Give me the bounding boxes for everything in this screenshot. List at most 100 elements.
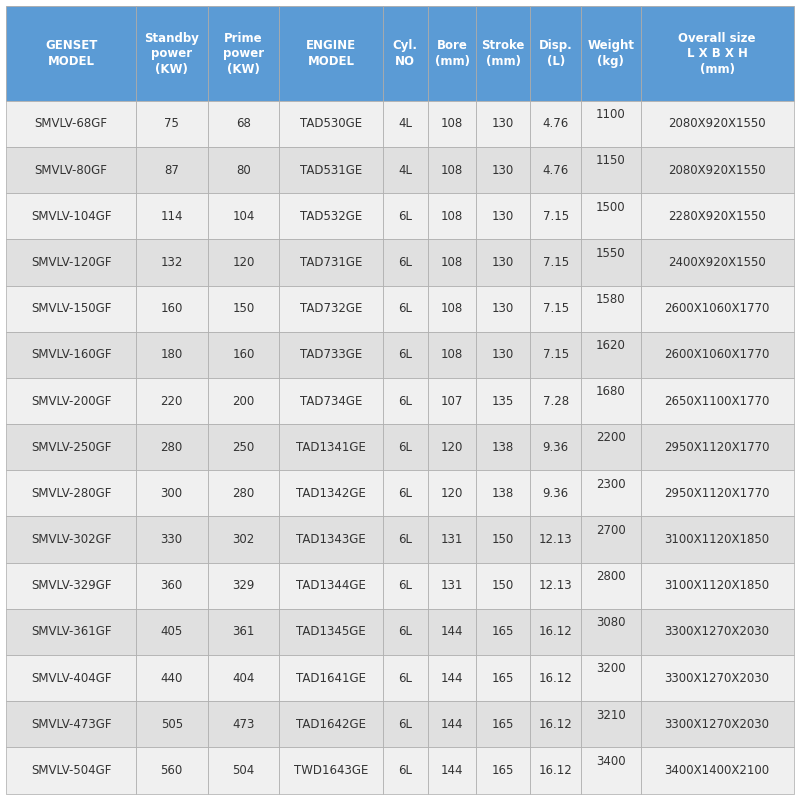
- Bar: [382, 239, 428, 286]
- Text: 2280X920X1550: 2280X920X1550: [668, 210, 766, 222]
- Bar: [279, 193, 382, 239]
- Bar: [641, 424, 794, 470]
- Text: 16.12: 16.12: [539, 718, 573, 731]
- Bar: [641, 332, 794, 378]
- Text: 4.76: 4.76: [542, 118, 569, 130]
- Text: 144: 144: [441, 718, 463, 731]
- Bar: [641, 517, 794, 562]
- Bar: [641, 470, 794, 517]
- Bar: [530, 702, 581, 747]
- Bar: [382, 424, 428, 470]
- Bar: [207, 286, 279, 332]
- Text: 132: 132: [161, 256, 183, 269]
- Bar: [476, 101, 530, 147]
- Text: 120: 120: [232, 256, 254, 269]
- Bar: [476, 747, 530, 794]
- Bar: [207, 702, 279, 747]
- Text: 6L: 6L: [398, 626, 412, 638]
- Bar: [207, 609, 279, 655]
- Bar: [382, 655, 428, 702]
- Bar: [279, 6, 382, 101]
- Bar: [382, 470, 428, 517]
- Bar: [6, 747, 136, 794]
- Bar: [476, 655, 530, 702]
- Bar: [428, 655, 476, 702]
- Bar: [6, 655, 136, 702]
- Text: 3080: 3080: [596, 616, 626, 630]
- Bar: [6, 239, 136, 286]
- Text: 473: 473: [232, 718, 254, 731]
- Bar: [207, 193, 279, 239]
- Bar: [136, 147, 207, 193]
- Text: 300: 300: [161, 487, 182, 500]
- Bar: [581, 609, 641, 655]
- Bar: [207, 424, 279, 470]
- Text: 2700: 2700: [596, 524, 626, 537]
- Text: TAD1642GE: TAD1642GE: [296, 718, 366, 731]
- Text: GENSET
MODEL: GENSET MODEL: [45, 39, 98, 68]
- Text: SMVLV-120GF: SMVLV-120GF: [31, 256, 111, 269]
- Text: 80: 80: [236, 163, 251, 177]
- Text: TAD734GE: TAD734GE: [300, 394, 362, 407]
- Bar: [279, 470, 382, 517]
- Text: TAD531GE: TAD531GE: [300, 163, 362, 177]
- Bar: [530, 101, 581, 147]
- Text: 16.12: 16.12: [539, 626, 573, 638]
- Text: 302: 302: [232, 533, 254, 546]
- Bar: [207, 655, 279, 702]
- Bar: [6, 609, 136, 655]
- Bar: [6, 193, 136, 239]
- Text: 2400X920X1550: 2400X920X1550: [668, 256, 766, 269]
- Bar: [279, 655, 382, 702]
- Bar: [428, 470, 476, 517]
- Text: 3300X1270X2030: 3300X1270X2030: [665, 626, 770, 638]
- Bar: [581, 147, 641, 193]
- Bar: [530, 378, 581, 424]
- Bar: [476, 286, 530, 332]
- Bar: [581, 517, 641, 562]
- Bar: [476, 470, 530, 517]
- Bar: [382, 101, 428, 147]
- Bar: [382, 6, 428, 101]
- Text: 1620: 1620: [596, 339, 626, 352]
- Text: 144: 144: [441, 672, 463, 685]
- Text: 505: 505: [161, 718, 182, 731]
- Text: 130: 130: [492, 118, 514, 130]
- Text: 200: 200: [232, 394, 254, 407]
- Bar: [279, 424, 382, 470]
- Text: 360: 360: [161, 579, 183, 592]
- Text: 1150: 1150: [596, 154, 626, 167]
- Bar: [382, 378, 428, 424]
- Bar: [476, 609, 530, 655]
- Text: 3300X1270X2030: 3300X1270X2030: [665, 718, 770, 731]
- Text: 3300X1270X2030: 3300X1270X2030: [665, 672, 770, 685]
- Bar: [279, 332, 382, 378]
- Bar: [641, 702, 794, 747]
- Text: 4L: 4L: [398, 163, 412, 177]
- Bar: [581, 562, 641, 609]
- Bar: [581, 655, 641, 702]
- Bar: [279, 147, 382, 193]
- Text: 2650X1100X1770: 2650X1100X1770: [664, 394, 770, 407]
- Text: 6L: 6L: [398, 348, 412, 362]
- Text: 250: 250: [232, 441, 254, 454]
- Text: 220: 220: [161, 394, 183, 407]
- Bar: [428, 193, 476, 239]
- Text: 2080X920X1550: 2080X920X1550: [668, 118, 766, 130]
- Text: 504: 504: [232, 764, 254, 777]
- Text: 68: 68: [236, 118, 251, 130]
- Text: 1100: 1100: [596, 108, 626, 121]
- Text: 180: 180: [161, 348, 183, 362]
- Bar: [6, 424, 136, 470]
- Bar: [428, 286, 476, 332]
- Text: 160: 160: [161, 302, 183, 315]
- Bar: [6, 702, 136, 747]
- Text: Overall size
L X B X H
(mm): Overall size L X B X H (mm): [678, 31, 756, 75]
- Text: Standby
power
(KW): Standby power (KW): [144, 31, 199, 75]
- Text: SMVLV-302GF: SMVLV-302GF: [31, 533, 111, 546]
- Bar: [136, 517, 207, 562]
- Text: 7.15: 7.15: [542, 348, 569, 362]
- Bar: [641, 147, 794, 193]
- Bar: [476, 239, 530, 286]
- Text: 150: 150: [232, 302, 254, 315]
